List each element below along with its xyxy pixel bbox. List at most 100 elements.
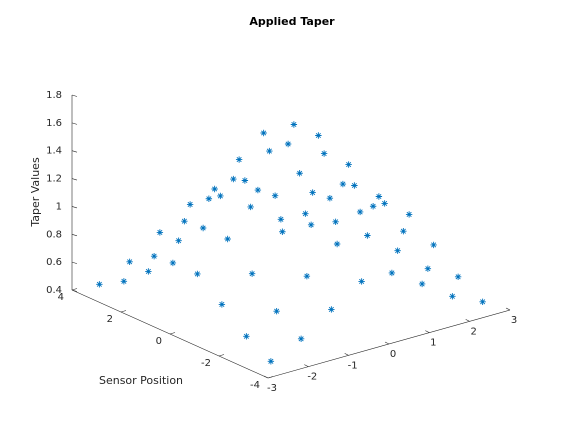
marker-shape [205,195,213,202]
z-tick [71,178,78,181]
marker-shape [302,210,309,217]
marker-shape [243,333,250,340]
marker-shape [290,121,298,128]
marker [277,216,285,223]
marker-shape [218,301,226,308]
marker [309,189,316,196]
z-tick-label: 1 [56,201,62,212]
marker-shape [277,216,285,223]
marker [290,121,298,128]
marker-shape [405,211,413,218]
y-tick-label: -2 [201,358,211,369]
marker-shape [479,298,486,305]
y-tick-label: -4 [250,380,260,391]
marker [181,217,188,225]
marker-shape [309,189,316,196]
marker [364,232,371,239]
marker-shape [430,241,437,249]
z-tick-label: 0.6 [46,257,62,268]
marker [479,298,486,305]
marker-shape [375,193,383,200]
marker-shape [120,278,128,285]
marker-shape [156,229,164,236]
marker-shape [186,201,194,208]
y-tick [120,310,127,313]
marker [248,270,256,277]
marker-shape [169,259,177,267]
marker-shape [175,237,182,244]
marker-shape [271,192,279,199]
marker [430,241,437,249]
marker [333,240,341,248]
marker [332,218,339,226]
marker [199,224,207,232]
marker [315,132,322,139]
z-tick [71,150,78,153]
marker [243,333,250,340]
marker-shape [296,170,303,177]
marker-shape [339,180,347,188]
marker [145,268,152,275]
marker [186,201,194,208]
marker [284,140,292,148]
z-tick-label: 1.4 [46,146,62,157]
z-tick [71,261,78,264]
marker [218,301,226,308]
marker [345,161,352,168]
marker [241,177,249,184]
y-tick-label: 4 [58,292,64,303]
marker-shape [358,278,365,285]
marker-shape [248,270,256,277]
y-tick-label: 0 [156,336,162,347]
marker [405,211,413,218]
marker [424,265,432,272]
marker [326,194,334,202]
x-tick-label: -1 [348,360,358,371]
marker [454,273,462,281]
marker [302,210,309,217]
marker [351,182,358,189]
marker [247,203,254,211]
marker [224,235,231,243]
marker [339,180,347,188]
marker [296,170,303,177]
z-axis-label: Taper Values [29,157,42,228]
marker-shape [96,281,103,288]
marker [375,193,383,200]
marker-shape [224,235,231,243]
marker-shape [388,269,396,277]
marker-shape [126,258,133,266]
marker [194,270,201,278]
marker [394,247,401,254]
marker [169,259,177,267]
x-tick-label: 2 [470,326,476,337]
z-tick [71,94,78,97]
marker [126,258,133,266]
marker-shape [284,140,292,148]
marker [211,185,218,193]
marker-shape [254,186,262,194]
x-tick [465,319,470,322]
marker [400,227,407,235]
marker-shape [381,200,388,207]
z-tick-label: 1.6 [46,118,62,129]
x-tick [304,364,309,367]
chart-title: Applied Taper [249,15,335,28]
x-tick [263,375,269,379]
marker [381,200,388,207]
marker [260,129,267,137]
marker-shape [364,232,371,239]
marker [388,269,396,277]
marker-shape [260,129,267,137]
marker-shape [181,217,188,225]
marker-shape [307,221,315,228]
marker-shape [211,185,218,193]
marker-shape [297,335,305,343]
marker [297,335,305,343]
marker [254,186,262,194]
marker [266,147,273,155]
z-tick [71,122,78,125]
marker-shape [394,247,401,254]
z-tick [71,206,78,209]
